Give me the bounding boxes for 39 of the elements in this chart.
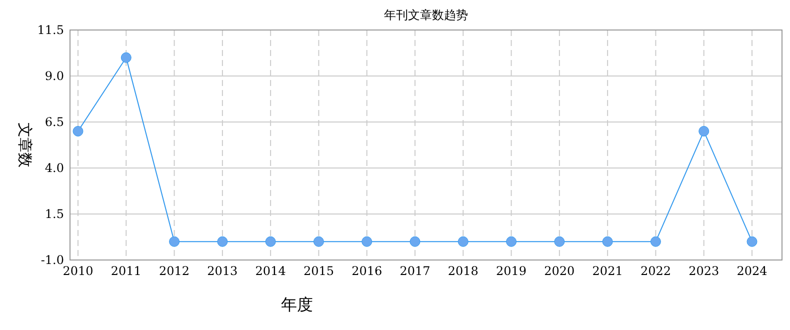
x-tick-label: 2012 [159, 264, 190, 278]
x-tick-label: 2024 [736, 264, 768, 278]
x-tick-label: 2013 [207, 264, 238, 278]
x-tick-label: 2019 [496, 264, 527, 278]
y-tick-label: -1.0 [40, 253, 64, 267]
x-tick-label: 2016 [352, 264, 382, 278]
point [650, 236, 661, 247]
y-tick-label: 9.0 [44, 69, 64, 83]
x-axis-title: 年度 [281, 295, 313, 314]
x-tick-label: 2017 [400, 264, 430, 278]
x-tick-label: 2022 [640, 264, 671, 278]
x-tick-label: 2023 [688, 264, 720, 278]
point [602, 236, 613, 247]
point [554, 236, 565, 247]
y-tick-label: 4.0 [44, 161, 64, 175]
point [458, 236, 468, 247]
y-tick-label: 11.5 [37, 23, 64, 37]
point [169, 236, 180, 247]
point [746, 236, 758, 247]
chart-title: 年刊文章数趋势 [384, 8, 468, 22]
point [72, 126, 84, 136]
y-tick-label: 6.5 [44, 115, 64, 129]
y-axis-title: 文章数 [16, 122, 34, 168]
x-tick-label: 2020 [544, 264, 575, 278]
point [698, 126, 710, 136]
point [362, 236, 372, 247]
y-tick-label: 1.5 [44, 207, 64, 221]
point [265, 236, 276, 247]
point [506, 236, 517, 247]
x-tick-label: 2018 [448, 264, 478, 278]
x-tick-label: 2015 [303, 264, 334, 278]
x-tick-label: 2014 [255, 264, 286, 278]
x-tick-label: 2011 [110, 264, 142, 278]
point [217, 236, 228, 247]
point [313, 236, 324, 247]
x-tick-label: 2021 [592, 264, 623, 278]
point [120, 52, 132, 63]
x-tick-label: 2010 [62, 264, 94, 278]
point [410, 236, 420, 247]
